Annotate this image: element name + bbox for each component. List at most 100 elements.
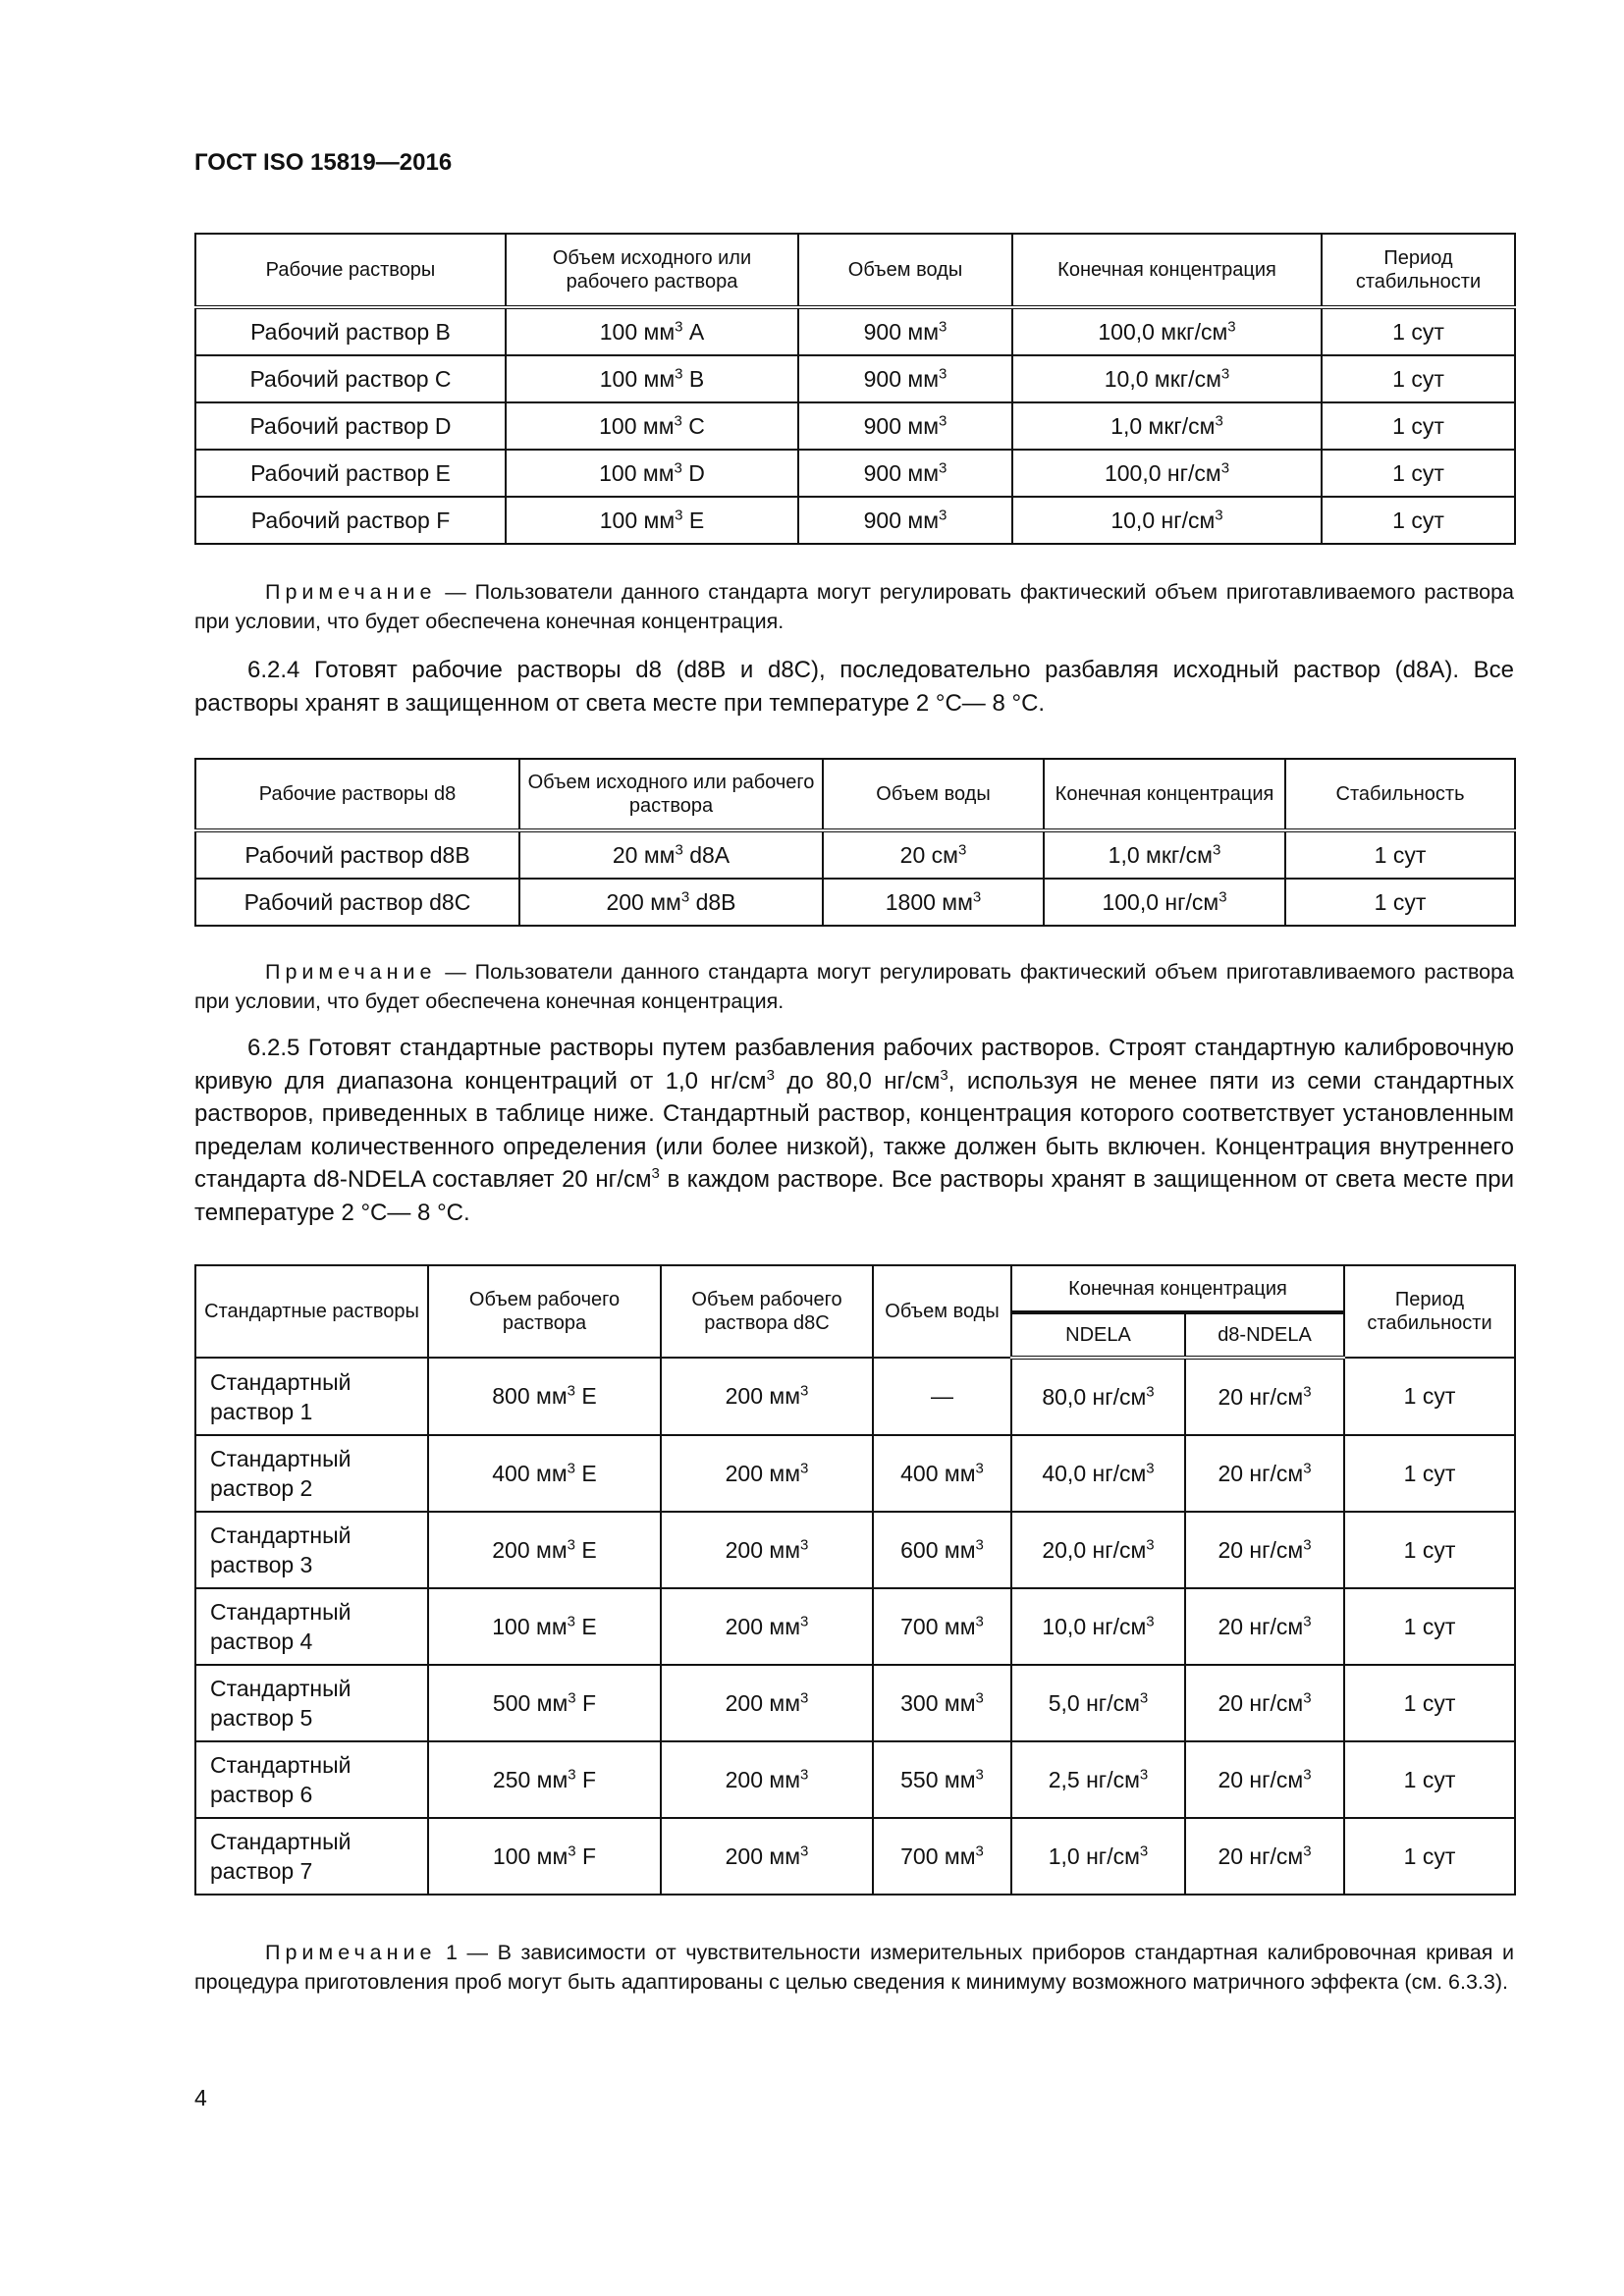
note-text: — Пользователи данного стандарта могут р… xyxy=(194,580,1514,633)
superscript: 3 xyxy=(1146,1382,1155,1400)
table-cell: Рабочий раствор F xyxy=(194,496,507,545)
table-cell: 1 сут xyxy=(1343,1357,1516,1436)
table-row: Рабочий раствор D 100 мм3 C 900 мм3 1,0 мкг… xyxy=(194,401,1516,451)
superscript: 3 xyxy=(1303,1842,1312,1859)
superscript: 3 xyxy=(1146,1459,1155,1476)
cell-text: 700 мм xyxy=(900,1613,976,1639)
superscript: 3 xyxy=(567,1612,575,1629)
table-cell: 5,0 нг/см3 xyxy=(1010,1664,1186,1742)
cell-text: 900 мм xyxy=(863,412,940,439)
superscript: 3 xyxy=(1220,458,1230,476)
cell-text: E xyxy=(581,1383,597,1409)
cell-text: 100 мм xyxy=(599,365,676,392)
superscript: 3 xyxy=(567,1459,575,1476)
cell-text: 10,0 нг/см xyxy=(1042,1613,1147,1639)
cell-text: 550 мм xyxy=(900,1766,976,1792)
table-cell: 20 нг/см3 xyxy=(1184,1664,1345,1742)
table-cell: Рабочий раствор E xyxy=(194,449,507,498)
table-row: Стандартный раствор 1 800 мм3 E 200 мм3—80… xyxy=(194,1357,1516,1436)
superscript: 3 xyxy=(940,1066,948,1084)
table-cell: 1 сут xyxy=(1343,1587,1516,1666)
superscript: 3 xyxy=(975,1612,984,1629)
header-cell: Конечная концентрация xyxy=(1043,758,1286,832)
cell-text: B xyxy=(688,365,705,392)
table-cell: 100 мм3 E xyxy=(505,496,799,545)
cell-text: 1 сут xyxy=(1374,841,1427,868)
cell-text: 900 мм xyxy=(863,365,940,392)
table-cell: 20 нг/см3 xyxy=(1184,1587,1345,1666)
table-cell: 10,0 нг/см3 xyxy=(1010,1587,1186,1666)
table-cell: 1 сут xyxy=(1321,354,1516,403)
superscript: 3 xyxy=(675,840,683,858)
table-cell: 200 мм3 xyxy=(660,1434,874,1513)
cell-text: 250 мм xyxy=(492,1766,568,1792)
superscript: 3 xyxy=(1146,1612,1155,1629)
table-cell: Стандартный раствор 5 xyxy=(194,1664,429,1742)
superscript: 3 xyxy=(939,317,947,335)
table-cell: 20 см3 xyxy=(822,829,1045,880)
para-text: , используя не менее пяти из семи станда… xyxy=(194,1067,1514,1194)
cell-text: 200 мм xyxy=(725,1383,801,1409)
table-cell: 20 нг/см3 xyxy=(1184,1817,1345,1896)
cell-text: 20 нг/см xyxy=(1218,1613,1304,1639)
table-cell: 1 сут xyxy=(1284,829,1516,880)
superscript: 3 xyxy=(1303,1382,1312,1400)
table-cell: 1,0 мкг/см3 xyxy=(1011,401,1323,451)
superscript: 3 xyxy=(800,1535,809,1553)
cell-text: E xyxy=(581,1536,597,1563)
header-cell: Объем рабочего раствора xyxy=(427,1264,662,1359)
superscript: 3 xyxy=(674,458,682,476)
table-row: Рабочий раствор d8C 200 мм3 d8B 1800 мм3 10… xyxy=(194,878,1516,927)
table-cell: 40,0 нг/см3 xyxy=(1010,1434,1186,1513)
table-cell: 400 мм3 E xyxy=(427,1434,662,1513)
header-cell: Стандартные растворы xyxy=(194,1264,429,1359)
table-row: Стандартный раствор 2 400 мм3 E 200 мм3 400… xyxy=(194,1434,1516,1513)
table-row: Стандартный раствор 5 500 мм3 F 200 мм3 300… xyxy=(194,1664,1516,1742)
table-cell: Рабочий раствор B xyxy=(194,306,507,356)
header-cell: Объем воды xyxy=(822,758,1045,832)
cell-text: Стандартный раствор 7 xyxy=(210,1829,352,1884)
cell-text: Стандартный раствор 5 xyxy=(210,1676,352,1731)
table-cell: 550 мм3 xyxy=(872,1740,1012,1819)
cell-text: 1 сут xyxy=(1392,365,1444,392)
superscript: 3 xyxy=(568,1842,576,1859)
cell-text: C xyxy=(688,412,705,439)
cell-text: Стандартный раствор 3 xyxy=(210,1522,352,1577)
superscript: 3 xyxy=(957,840,967,858)
cell-text: 200 мм xyxy=(725,1613,801,1639)
note-text: 1 — В зависимости от чувствительности из… xyxy=(194,1941,1514,1994)
cell-text: 100 мм xyxy=(492,1842,568,1869)
table-cell: 900 мм3 xyxy=(797,449,1013,498)
cell-text: 20 нг/см xyxy=(1218,1689,1304,1716)
superscript: 3 xyxy=(800,1688,809,1706)
cell-text: 1 сут xyxy=(1403,1460,1456,1486)
cell-text: 700 мм xyxy=(900,1842,976,1869)
superscript: 3 xyxy=(675,364,683,382)
note-label: Примечание xyxy=(265,1941,437,1964)
d8-working-solutions-table: Рабочие растворы d8 Объем исходного или р… xyxy=(194,758,1516,927)
cell-text: Рабочий раствор C xyxy=(249,365,452,392)
cell-text: F xyxy=(582,1766,597,1792)
table-cell: 20 нг/см3 xyxy=(1184,1511,1345,1589)
cell-text: 10,0 нг/см xyxy=(1110,507,1216,533)
cell-text: 800 мм xyxy=(492,1383,568,1409)
cell-text: D xyxy=(688,459,705,486)
cell-text: 400 мм xyxy=(900,1460,976,1486)
cell-text: Рабочий раствор d8C xyxy=(244,888,471,915)
cell-text: 2,5 нг/см xyxy=(1048,1766,1140,1792)
cell-text: 100 мм xyxy=(492,1613,568,1639)
paragraph-6-2-4: 6.2.4 Готовят рабочие растворы d8 (d8B и… xyxy=(194,657,1514,717)
table-cell: Стандартный раствор 4 xyxy=(194,1587,429,1666)
cell-text: 1800 мм xyxy=(885,888,973,915)
note-2: Примечание — Пользователи данного станда… xyxy=(194,957,1514,1016)
superscript: 3 xyxy=(800,1459,809,1476)
table-cell: 250 мм3 F xyxy=(427,1740,662,1819)
table-cell: 100,0 мкг/см3 xyxy=(1011,306,1323,356)
superscript: 3 xyxy=(675,506,683,523)
superscript: 3 xyxy=(1139,1842,1149,1859)
para-text: 6.2.5 Готовят стандартные растворы путем… xyxy=(194,1035,1514,1095)
cell-text: d8A xyxy=(689,841,731,868)
superscript: 3 xyxy=(567,1382,575,1400)
header-cell: Период стабильности xyxy=(1343,1264,1516,1359)
superscript: 3 xyxy=(939,458,947,476)
